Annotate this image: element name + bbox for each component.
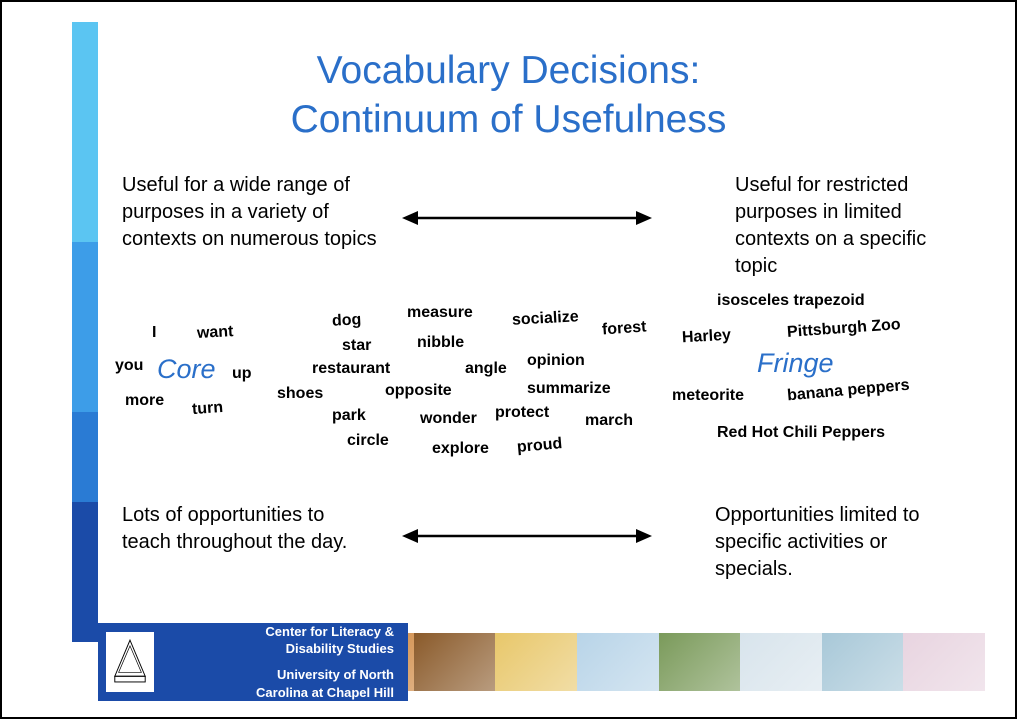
- word: dog: [332, 311, 362, 331]
- word: forest: [601, 318, 647, 339]
- word: turn: [191, 399, 223, 419]
- word: summarize: [527, 380, 611, 398]
- word: banana peppers: [786, 377, 910, 406]
- footer-univ-2: Carolina at Chapel Hill: [160, 684, 394, 702]
- word: I: [152, 324, 156, 342]
- photostrip-tile: [740, 633, 822, 691]
- word: explore: [432, 440, 489, 458]
- desc-top-right: Useful for restricted purposes in limite…: [735, 172, 955, 280]
- footer-text: Center for Literacy & Disability Studies…: [154, 619, 408, 705]
- double-arrow-icon: [402, 206, 652, 230]
- word: star: [342, 337, 371, 355]
- word: circle: [347, 432, 389, 450]
- desc-top-left: Useful for a wide range of purposes in a…: [122, 172, 392, 253]
- word: nibble: [417, 334, 464, 352]
- word: Red Hot Chili Peppers: [717, 424, 885, 442]
- footer-center-1: Center for Literacy &: [160, 623, 394, 641]
- desc-bottom-left: Lots of opportunities to teach throughou…: [122, 502, 372, 556]
- footer: Center for Literacy & Disability Studies…: [72, 623, 985, 701]
- word: meteorite: [672, 387, 744, 405]
- word: march: [585, 412, 633, 430]
- word: park: [332, 407, 366, 425]
- word: restaurant: [312, 360, 390, 378]
- desc-bottom-right: Opportunities limited to specific activi…: [715, 502, 955, 583]
- sidebar-seg: [72, 502, 98, 642]
- footer-badge: Center for Literacy & Disability Studies…: [98, 623, 408, 701]
- unc-seal-icon: [106, 632, 154, 692]
- photostrip-tile: [577, 633, 659, 691]
- word: up: [232, 365, 252, 383]
- word: wonder: [420, 410, 477, 428]
- photostrip-tile: [414, 633, 496, 691]
- title-line2: Continuum of Usefulness: [291, 98, 727, 141]
- word: protect: [495, 404, 549, 422]
- word: Harley: [682, 327, 732, 348]
- word: isosceles trapezoid: [717, 292, 865, 310]
- word: socialize: [512, 308, 580, 329]
- footer-center-2: Disability Studies: [160, 640, 394, 658]
- word: you: [115, 357, 143, 375]
- photostrip-tile: [822, 633, 904, 691]
- word: want: [197, 323, 234, 343]
- footer-univ-1: University of North: [160, 666, 394, 684]
- word: Pittsburgh Zoo: [787, 316, 902, 342]
- word: shoes: [277, 385, 323, 403]
- word: proud: [516, 435, 563, 457]
- title-line1: Vocabulary Decisions:: [317, 49, 701, 92]
- sidebar-seg: [72, 242, 98, 412]
- footer-photostrip: [332, 633, 985, 691]
- page-title: Vocabulary Decisions: Continuum of Usefu…: [2, 47, 1015, 145]
- word-cloud: Core Fringe Iwant you up more turn dog star res…: [107, 292, 957, 477]
- photostrip-tile: [495, 633, 577, 691]
- word: opposite: [385, 382, 452, 400]
- sidebar-seg: [72, 412, 98, 502]
- photostrip-tile: [903, 633, 985, 691]
- word: opinion: [527, 352, 585, 370]
- photostrip-tile: [659, 633, 741, 691]
- double-arrow-icon: [402, 524, 652, 548]
- word: angle: [465, 360, 507, 378]
- category-fringe: Fringe: [757, 348, 834, 379]
- category-core: Core: [157, 354, 216, 385]
- word: more: [125, 392, 164, 410]
- word: measure: [407, 304, 473, 322]
